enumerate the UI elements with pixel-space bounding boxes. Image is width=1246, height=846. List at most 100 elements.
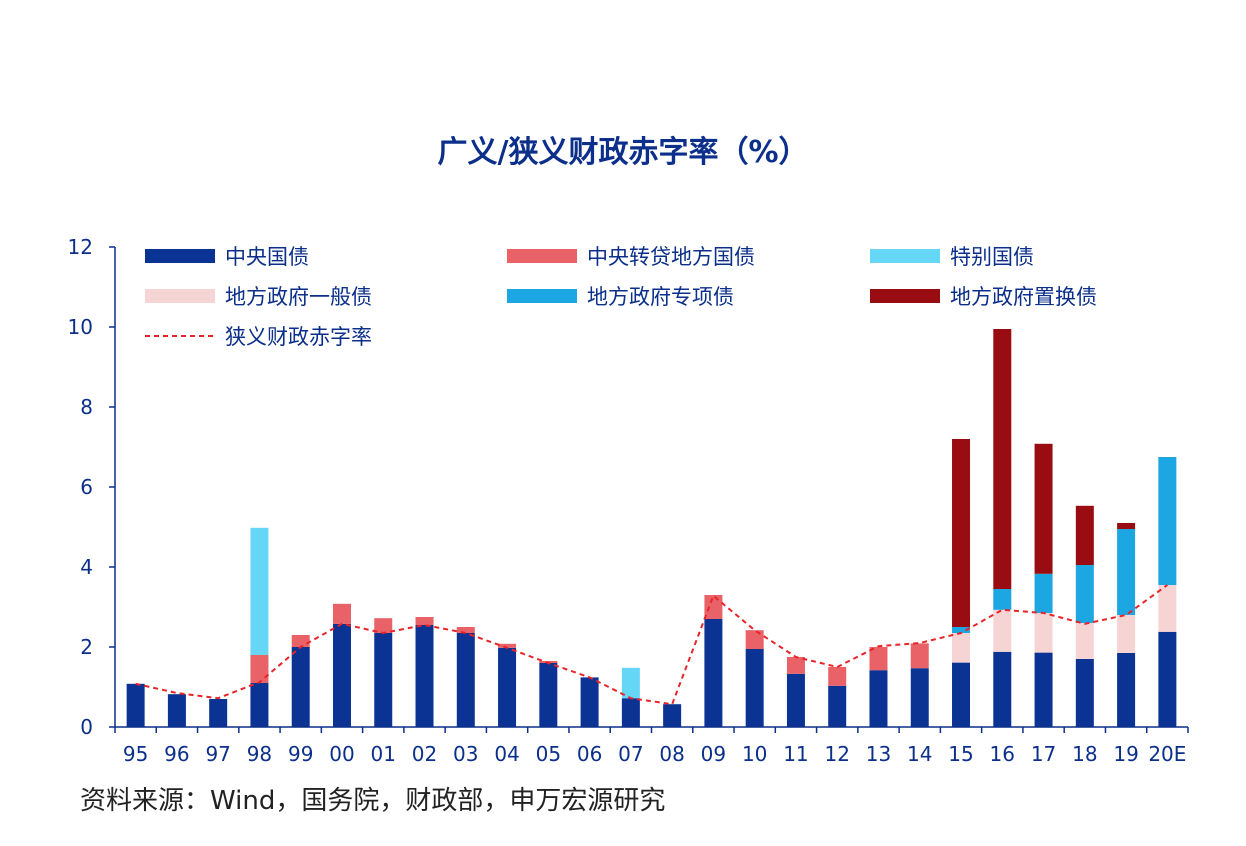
bar-central-onlend-04 bbox=[498, 643, 517, 648]
legend-item-central-bond: 中央国债 bbox=[145, 245, 309, 269]
y-tick-label: 10 bbox=[68, 315, 93, 339]
bar-local-special-15 bbox=[952, 627, 971, 633]
y-tick-label: 8 bbox=[80, 395, 93, 419]
bar-central-bond-13 bbox=[869, 670, 888, 727]
x-tick-label: 19 bbox=[1113, 742, 1138, 766]
x-tick-label: 18 bbox=[1072, 742, 1097, 766]
narrow-deficit-line bbox=[135, 584, 1168, 706]
x-tick-label: 09 bbox=[701, 742, 726, 766]
bar-local-swap-18 bbox=[1075, 505, 1094, 565]
bar-central-bond-11 bbox=[786, 673, 805, 727]
bar-central-onlend-99 bbox=[291, 635, 310, 647]
bar-local-special-20e bbox=[1158, 457, 1177, 585]
legend-swatch bbox=[145, 289, 215, 303]
bar-local-special-19 bbox=[1117, 529, 1136, 615]
x-tick-label: 97 bbox=[205, 742, 230, 766]
legend-swatch bbox=[507, 249, 577, 263]
legend-item-special-bond: 特别国债 bbox=[870, 245, 1034, 269]
bar-local-special-16 bbox=[993, 589, 1012, 610]
bar-central-onlend-10 bbox=[745, 630, 764, 649]
y-tick-label: 4 bbox=[80, 555, 93, 579]
bar-central-bond-18 bbox=[1075, 659, 1094, 727]
x-tick-label: 03 bbox=[453, 742, 478, 766]
x-tick-label: 98 bbox=[247, 742, 272, 766]
bar-local-swap-15 bbox=[952, 439, 971, 627]
bar-local-special-17 bbox=[1034, 573, 1053, 613]
legend-swatch bbox=[145, 249, 215, 263]
bar-central-onlend-14 bbox=[910, 643, 929, 669]
bar-central-bond-98 bbox=[250, 683, 269, 727]
legend-label: 地方政府专项债 bbox=[587, 285, 734, 309]
legend-label: 中央转贷地方国债 bbox=[587, 245, 755, 269]
x-tick-label: 07 bbox=[618, 742, 643, 766]
bar-local-swap-17 bbox=[1034, 443, 1053, 574]
bar-central-onlend-01 bbox=[374, 618, 393, 633]
legend-label: 特别国债 bbox=[950, 245, 1034, 269]
bar-central-bond-07 bbox=[621, 698, 640, 727]
y-tick-label: 2 bbox=[80, 635, 93, 659]
bar-central-bond-02 bbox=[415, 625, 434, 727]
x-tick-label: 17 bbox=[1031, 742, 1056, 766]
bar-central-bond-97 bbox=[209, 699, 228, 727]
legend-label: 地方政府置换债 bbox=[950, 285, 1097, 309]
legend-swatch bbox=[870, 289, 940, 303]
bar-central-bond-03 bbox=[456, 633, 475, 727]
x-tick-label: 01 bbox=[371, 742, 396, 766]
legend-item-local-swap: 地方政府置换债 bbox=[870, 285, 1097, 309]
bar-central-bond-09 bbox=[704, 619, 723, 727]
legend-label: 狭义财政赤字率 bbox=[225, 325, 372, 349]
bar-local-special-18 bbox=[1075, 565, 1094, 623]
bar-central-onlend-09 bbox=[704, 595, 723, 619]
bar-central-bond-06 bbox=[580, 677, 599, 727]
x-tick-label: 10 bbox=[742, 742, 767, 766]
bar-central-bond-14 bbox=[910, 668, 929, 727]
legend-label: 中央国债 bbox=[225, 245, 309, 269]
bar-central-onlend-98 bbox=[250, 655, 269, 683]
x-tick-label: 08 bbox=[659, 742, 684, 766]
bar-central-bond-04 bbox=[498, 647, 517, 727]
bar-local-swap-16 bbox=[993, 329, 1012, 589]
legend-item-central-onlend: 中央转贷地方国债 bbox=[507, 245, 755, 269]
x-tick-label: 15 bbox=[948, 742, 973, 766]
bar-central-onlend-11 bbox=[786, 657, 805, 674]
x-tick-label: 20E bbox=[1148, 742, 1186, 766]
bar-local-general-18 bbox=[1075, 623, 1094, 659]
bar-central-bond-20e bbox=[1158, 631, 1177, 727]
bar-local-general-17 bbox=[1034, 613, 1053, 653]
bar-central-bond-00 bbox=[332, 623, 351, 727]
bar-special-bond-98 bbox=[250, 527, 269, 655]
legend-item-narrow-deficit: 狭义财政赤字率 bbox=[145, 325, 372, 349]
x-tick-label: 04 bbox=[494, 742, 519, 766]
y-tick-label: 6 bbox=[80, 475, 93, 499]
x-tick-label: 11 bbox=[783, 742, 808, 766]
x-tick-label: 13 bbox=[866, 742, 891, 766]
bar-local-general-20e bbox=[1158, 585, 1177, 632]
bars bbox=[126, 329, 1177, 727]
bar-central-bond-05 bbox=[539, 663, 558, 727]
x-tick-label: 14 bbox=[907, 742, 932, 766]
bar-central-onlend-12 bbox=[828, 667, 847, 686]
legend-item-local-general: 地方政府一般债 bbox=[145, 285, 372, 309]
x-tick-label: 99 bbox=[288, 742, 313, 766]
bar-central-bond-15 bbox=[952, 662, 971, 727]
x-tick-label: 95 bbox=[123, 742, 148, 766]
legend-label: 地方政府一般债 bbox=[225, 285, 372, 309]
chart-title: 广义/狭义财政赤字率（%） bbox=[437, 135, 808, 170]
y-tick-label: 0 bbox=[80, 715, 93, 739]
bar-central-onlend-02 bbox=[415, 617, 434, 625]
bar-central-bond-19 bbox=[1117, 653, 1136, 727]
bar-local-general-15 bbox=[952, 633, 971, 663]
bar-central-bond-95 bbox=[126, 683, 145, 727]
x-tick-label: 05 bbox=[536, 742, 561, 766]
bar-central-onlend-03 bbox=[456, 627, 475, 633]
bar-local-general-19 bbox=[1117, 615, 1136, 653]
bar-central-bond-17 bbox=[1034, 652, 1053, 727]
x-tick-label: 02 bbox=[412, 742, 437, 766]
x-tick-label: 12 bbox=[824, 742, 849, 766]
bar-central-bond-96 bbox=[167, 694, 186, 727]
x-tick-label: 00 bbox=[329, 742, 354, 766]
bar-central-bond-99 bbox=[291, 647, 310, 727]
